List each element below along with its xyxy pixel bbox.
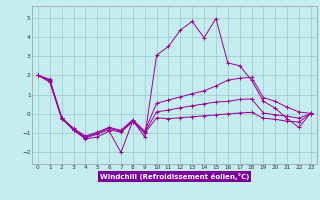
X-axis label: Windchill (Refroidissement éolien,°C): Windchill (Refroidissement éolien,°C)	[100, 173, 249, 180]
